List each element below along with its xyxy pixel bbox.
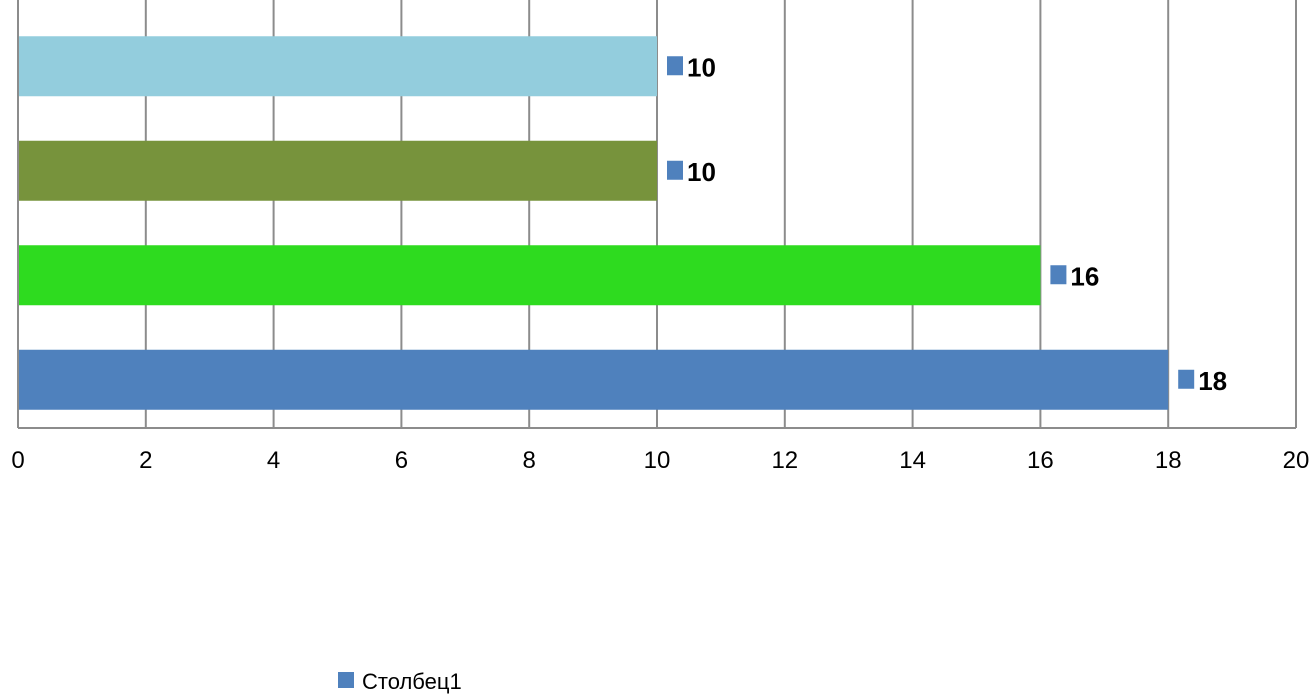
x-tick-label: 6 — [395, 447, 408, 474]
x-tick-label: 2 — [139, 447, 152, 474]
data-label-key — [1178, 369, 1195, 389]
x-tick-label: 4 — [267, 447, 280, 474]
x-tick-label: 8 — [523, 447, 536, 474]
x-tick-label: 16 — [1027, 447, 1054, 474]
data-label-key — [667, 160, 683, 180]
legend: Столбец1 — [338, 669, 462, 694]
bar — [18, 349, 1169, 410]
legend-label: Столбец1 — [362, 669, 462, 694]
x-tick-label: 14 — [899, 447, 926, 474]
bar — [18, 245, 1041, 306]
x-tick-label: 10 — [644, 447, 671, 474]
data-label: 10 — [687, 52, 716, 82]
legend-swatch — [338, 672, 354, 688]
bar — [18, 140, 657, 201]
x-tick-label: 12 — [771, 447, 798, 474]
x-axis: 0 2 4 6 8 10 12 14 16 18 20 — [11, 10, 1309, 474]
data-label: 18 — [1198, 366, 1227, 396]
data-label: 16 — [1070, 261, 1099, 291]
x-tick-label: 18 — [1155, 447, 1182, 474]
x-tick-label: 0 — [11, 447, 24, 474]
bars — [18, 36, 1169, 410]
data-label: 10 — [687, 157, 716, 187]
data-labels: 18 16 10 10 — [667, 52, 1227, 396]
x-tick-label: 20 — [1283, 447, 1310, 474]
data-label-key — [667, 56, 683, 76]
data-label-key — [1050, 265, 1067, 285]
bar — [18, 36, 657, 97]
